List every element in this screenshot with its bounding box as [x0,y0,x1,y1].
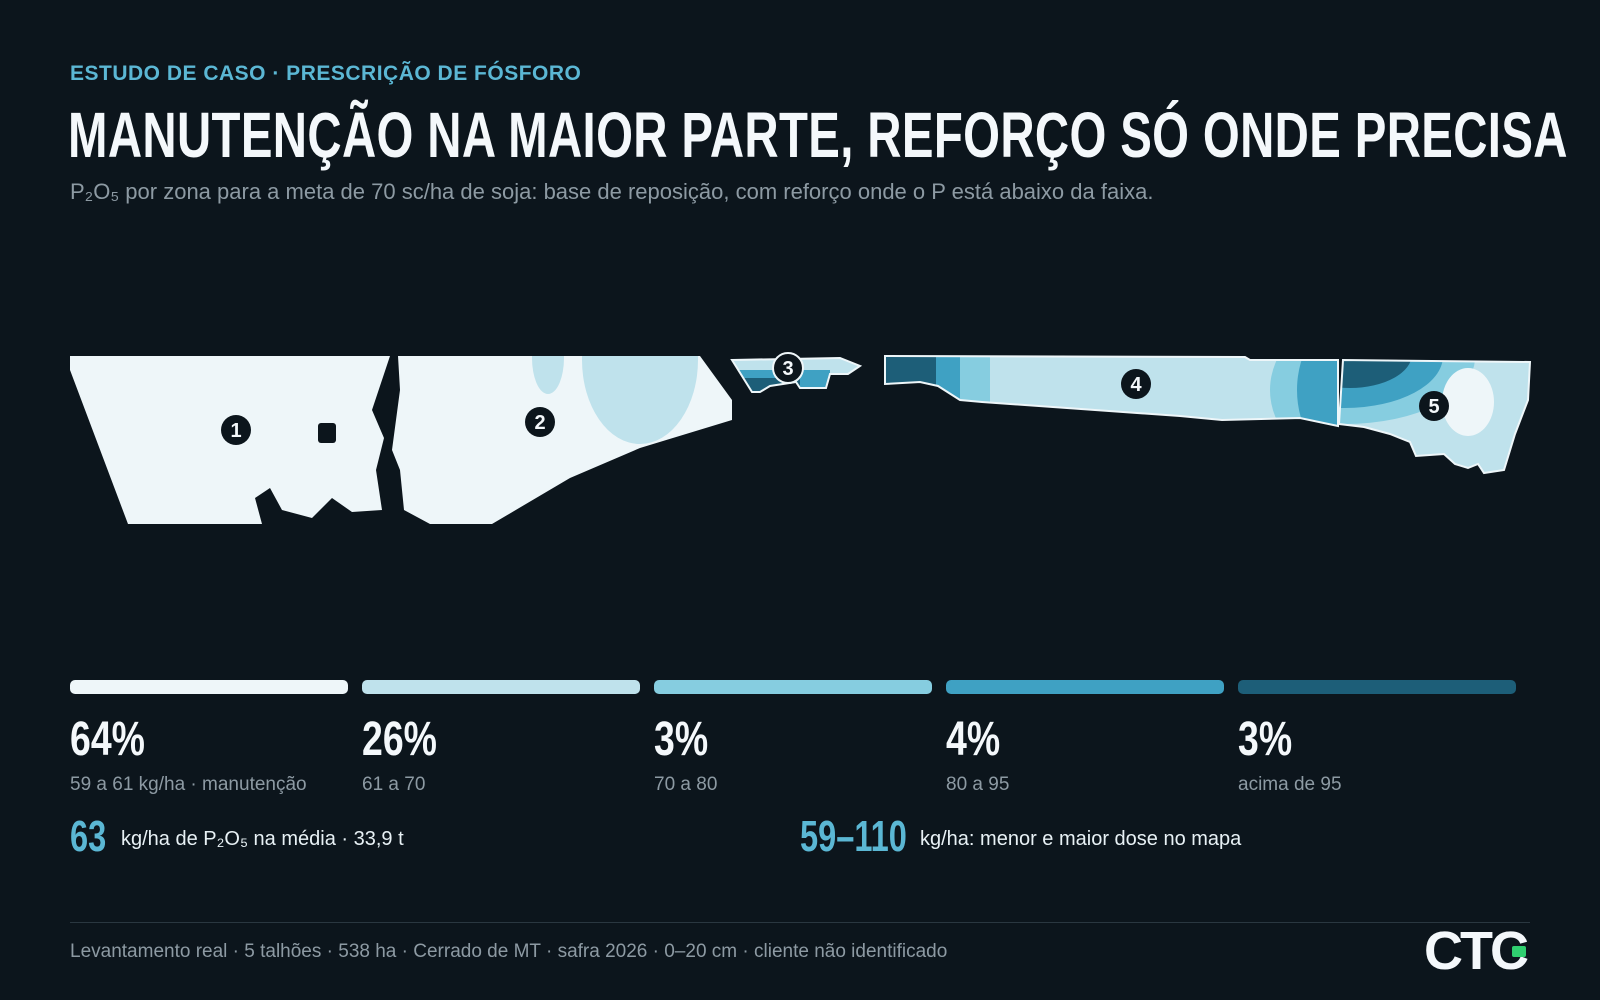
subtitle: P₂O₅ por zona para a meta de 70 sc/ha de… [70,179,1154,204]
legend-pct-5: 3% [1238,713,1293,766]
prescription-map: 1 2 3 4 [70,352,1532,524]
field-3-label: 3 [782,358,793,380]
field-5-zone-b [1339,360,1443,408]
field-1-label: 1 [230,420,241,442]
field-1: 1 [70,356,390,524]
field-2-label: 2 [534,412,545,434]
field-3-marker [772,352,804,384]
footer-note: Levantamento real · 5 talhões · 538 ha ·… [70,941,948,962]
field-5-label: 5 [1428,396,1439,418]
legend-pct-3: 3% [654,713,709,766]
field-5-zone-d [1442,368,1494,436]
page-title: MANUTENÇÃO NA MAIOR PARTE, REFORÇO SÓ ON… [68,99,1568,171]
ctc-logo: CTC [1424,921,1531,977]
field-4-label: 4 [1130,374,1142,396]
legend-pct-4: 4% [946,713,1001,766]
field-1-marker [221,415,251,445]
field-2-marker [525,407,555,437]
kicker: ESTUDO DE CASO · PRESCRIÇÃO DE FÓSFORO [70,62,582,85]
average-dose-value: 63 [70,812,107,861]
field-2-zone-a [582,356,698,444]
legend-range-3: 70 a 80 [654,774,718,795]
legend-range-5: acima de 95 [1238,774,1342,795]
field-2: 2 [392,356,732,524]
dose-range-value: 59–110 [800,812,907,861]
field-5: 5 [1337,358,1532,475]
legend-bar-5 [1238,680,1516,694]
legend-range-4: 80 a 95 [946,774,1010,795]
legend-bar-4 [946,680,1224,694]
field-4: 4 [884,354,1339,428]
ctc-logo-accent [1512,946,1526,957]
legend-bar-2 [362,680,640,694]
field-3: 3 [730,352,863,393]
legend-range-1: 59 a 61 kg/ha · manutenção [70,774,307,795]
legend-pct-1: 64% [70,713,145,766]
field-5-marker [1419,391,1449,421]
dose-range-text: kg/ha: menor e maior dose no mapa [920,828,1242,850]
legend-pct-2: 26% [362,713,437,766]
footer-divider [70,922,1530,923]
legend-bar-3 [654,680,932,694]
field-1-hole [318,423,336,443]
legend-bar-1 [70,680,348,694]
field-5-zone-c [1339,360,1412,388]
average-dose-text: kg/ha de P₂O₅ na média · 33,9 t [121,828,404,850]
legend-range-2: 61 a 70 [362,774,426,795]
field-2-zone-b [532,356,564,394]
field-4-marker [1121,369,1151,399]
